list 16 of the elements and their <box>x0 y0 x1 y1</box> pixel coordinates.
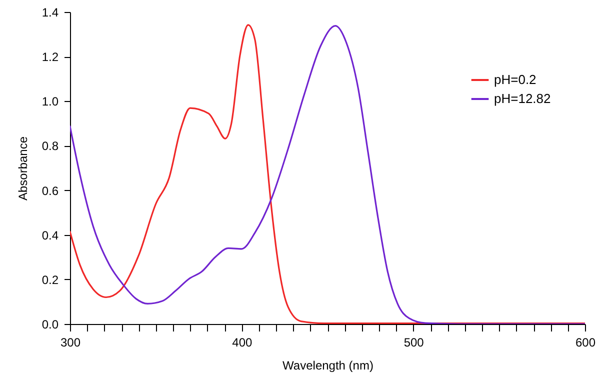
x-axis-title: Wavelength (nm) <box>282 358 374 372</box>
legend-label: pH=0.2 <box>494 72 536 87</box>
x-tick-label: 500 <box>404 336 424 350</box>
y-axis-title: Absorbance <box>16 136 30 201</box>
y-tick-label: 0.4 <box>42 228 59 242</box>
x-tick-label: 400 <box>232 336 252 350</box>
y-tick-label: 0.0 <box>42 318 59 332</box>
y-tick-label: 0.6 <box>42 184 59 198</box>
y-tick-label: 1.0 <box>42 94 59 109</box>
x-tick-label: 300 <box>60 336 81 350</box>
legend-label: pH=12.82 <box>494 91 551 106</box>
y-tick-label: 0.8 <box>42 139 59 154</box>
x-tick-label: 600 <box>575 336 596 350</box>
y-tick-label: 1.4 <box>42 6 59 20</box>
y-tick-label: 0.2 <box>42 272 59 287</box>
y-tick-label: 1.2 <box>42 50 59 64</box>
